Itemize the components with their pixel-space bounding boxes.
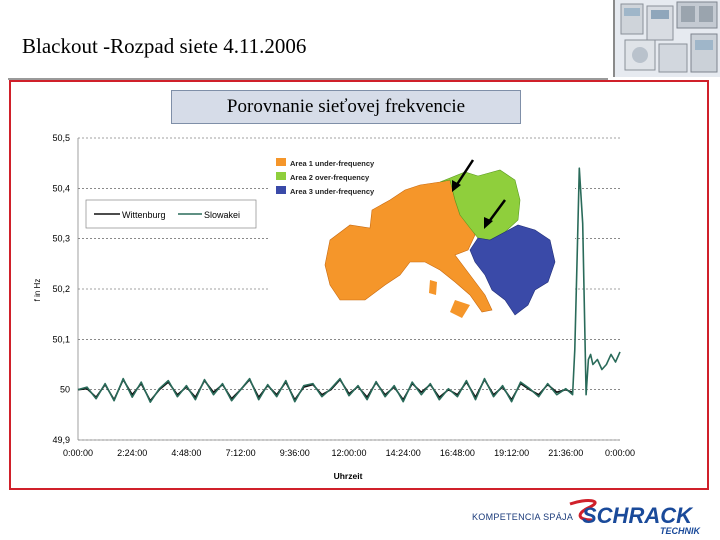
logo-main-text: SCHRACK [582, 503, 694, 528]
map-area-1-island-a [450, 300, 470, 318]
logo-sub-text: TECHNIK [660, 526, 701, 536]
y-axis-label: f in Hz [33, 279, 42, 302]
slide-title-main: Rozpad siete 4.11.2006 [110, 34, 307, 58]
map-area-1-region [324, 179, 493, 313]
slide-title: Blackout -Rozpad siete 4.11.2006 [22, 34, 306, 59]
x-tick-label: 21:36:00 [548, 448, 583, 458]
legend-label-slowakei: Slowakei [204, 210, 240, 220]
x-tick-label: 7:12:00 [226, 448, 256, 458]
series-line-slowakei [77, 167, 621, 403]
map-arrow-2 [486, 199, 507, 224]
y-tick-label: 50,2 [52, 284, 70, 294]
x-tick-label: 2:24:00 [117, 448, 147, 458]
legend-box [85, 199, 257, 229]
schrack-logo: SCHRACK TECHNIK [569, 499, 701, 536]
y-tick-label: 50,4 [52, 183, 70, 193]
x-tick-label: 0:00:00 [63, 448, 93, 458]
x-tick-label: 19:12:00 [494, 448, 529, 458]
meters-photo [613, 0, 720, 77]
europe-map: Area 1 under-frequency Area 2 over-frequ… [270, 150, 575, 330]
x-tick-label: 12:00:00 [331, 448, 366, 458]
y-tick-label: 50,3 [52, 234, 70, 244]
map-legend-label-3: Area 3 under-frequency [290, 187, 375, 196]
title-divider [8, 78, 608, 80]
chart-legend: Wittenburg Slowakei [85, 199, 257, 229]
slide-title-prefix: Blackout - [22, 34, 111, 58]
x-tick-label: 14:24:00 [386, 448, 421, 458]
y-tick-label: 50,1 [52, 334, 70, 344]
y-tick-label: 50 [60, 385, 70, 395]
series-lines [77, 167, 621, 403]
footer-slogan: KOMPETENCIA SPÁJA [472, 512, 574, 522]
y-tick-label: 49,9 [52, 435, 70, 445]
chart-subtitle: Porovnanie sieťovej frekvencie [171, 90, 521, 124]
map-legend-label-1: Area 1 under-frequency [290, 159, 375, 168]
map-area-2-region [439, 169, 521, 241]
map-arrow-1-head [452, 180, 461, 192]
legend-label-wittenburg: Wittenburg [122, 210, 166, 220]
map-area-3-region [469, 224, 556, 316]
map-area-1-island-b [429, 280, 437, 295]
x-tick-label: 9:36:00 [280, 448, 310, 458]
x-tick-label: 0:00:00 [605, 448, 635, 458]
y-tick-label: 50,5 [52, 133, 70, 143]
map-arrow-2-head [484, 217, 493, 229]
x-tick-label: 4:48:00 [171, 448, 201, 458]
x-tick-label: 16:48:00 [440, 448, 475, 458]
x-axis-label: Uhrzeit [334, 471, 363, 481]
map-legend-label-2: Area 2 over-frequency [290, 173, 370, 182]
map-arrow-1 [454, 159, 475, 187]
map-legend-swatch-2 [276, 172, 286, 180]
chart-frame [9, 80, 709, 490]
map-legend-swatch-3 [276, 186, 286, 194]
map-legend-swatch-1 [276, 158, 286, 166]
